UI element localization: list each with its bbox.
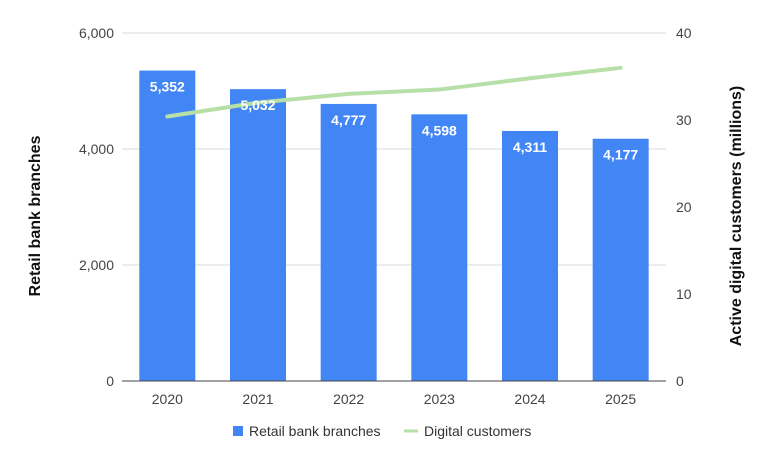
y-left-tick-label: 2,000 xyxy=(79,257,114,273)
gridlines xyxy=(122,32,666,266)
bar xyxy=(592,138,649,381)
bar-data-label: 4,777 xyxy=(331,112,366,128)
y-right-tick-label: 0 xyxy=(676,373,684,389)
bar-data-label: 4,598 xyxy=(422,122,457,138)
axes: 0 2,000 4,000 6,000 0 10 20 30 40 2020 2021 2022 202… xyxy=(79,25,692,407)
bar xyxy=(320,103,377,382)
line-digital-customers xyxy=(165,65,623,119)
line-series xyxy=(165,65,623,119)
bar xyxy=(502,130,558,381)
y-right-tick-label: 40 xyxy=(676,25,692,41)
y-right-tick-label: 30 xyxy=(676,112,692,128)
bar-data-label: 4,311 xyxy=(513,139,547,155)
x-tick-label: 2020 xyxy=(152,391,183,407)
legend-swatch-bar xyxy=(233,426,243,436)
bar-data-label: 4,177 xyxy=(603,147,638,163)
bar-series xyxy=(139,70,649,382)
y-left-tick-label: 6,000 xyxy=(79,25,114,41)
x-tick-label: 2021 xyxy=(242,391,273,407)
legend: Retail bank branches Digital customers xyxy=(233,423,531,439)
bar xyxy=(139,70,196,382)
bar-data-label: 5,352 xyxy=(150,79,185,95)
y-left-tick-label: 4,000 xyxy=(79,141,114,157)
y-left-tick-label: 0 xyxy=(106,373,114,389)
x-tick-label: 2022 xyxy=(333,391,364,407)
legend-label-line: Digital customers xyxy=(424,423,531,439)
x-tick-label: 2023 xyxy=(424,391,455,407)
bar-data-label: 5,032 xyxy=(240,97,275,113)
data-labels: 5,352 5,032 4,777 4,598 4,311 4,177 xyxy=(150,79,639,163)
x-tick-label: 2025 xyxy=(605,391,636,407)
legend-label-bar: Retail bank branches xyxy=(249,423,381,439)
y-axis-right-title: Active digital customers (millions) xyxy=(728,86,745,347)
bar xyxy=(230,89,286,382)
x-tick-label: 2024 xyxy=(514,391,545,407)
y-right-tick-label: 10 xyxy=(676,286,692,302)
bar xyxy=(411,114,468,381)
y-axis-left-title: Retail bank branches xyxy=(27,135,44,296)
y-right-tick-label: 20 xyxy=(676,199,692,215)
